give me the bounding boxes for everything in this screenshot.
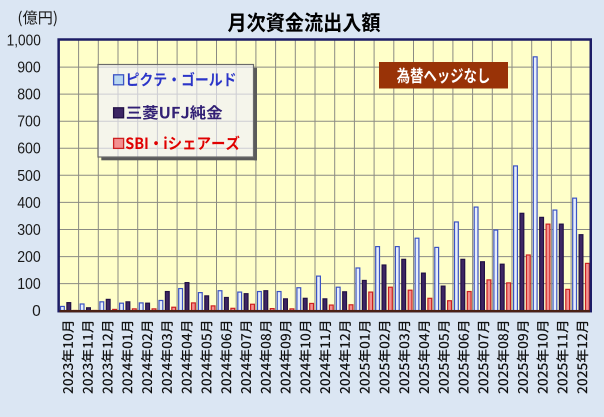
svg-text:100: 100 (17, 276, 41, 293)
svg-text:600: 600 (17, 141, 41, 158)
svg-text:0: 0 (32, 303, 41, 320)
svg-text:300: 300 (17, 222, 41, 239)
svg-text:700: 700 (17, 114, 41, 131)
svg-text:900: 900 (17, 60, 41, 77)
svg-text:1,000: 1,000 (7, 32, 42, 49)
svg-text:500: 500 (17, 168, 41, 185)
svg-text:800: 800 (17, 87, 41, 104)
svg-text:400: 400 (17, 195, 41, 212)
svg-text:200: 200 (17, 249, 41, 266)
